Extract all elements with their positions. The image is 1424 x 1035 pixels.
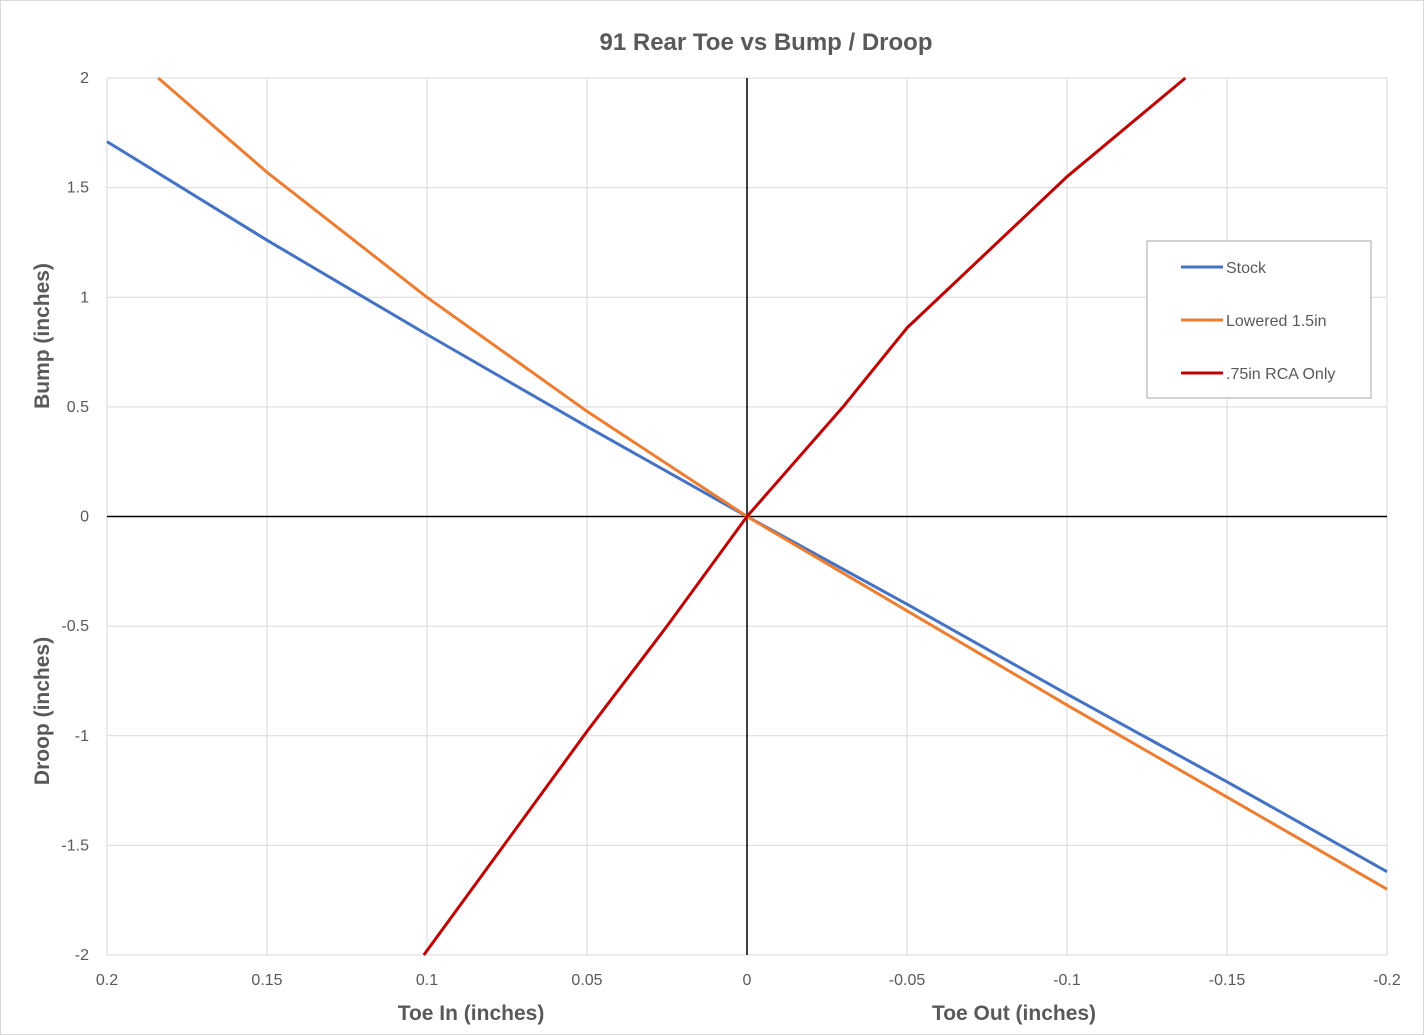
legend: Stock Lowered 1.5in .75in RCA Only <box>1146 240 1372 399</box>
y-axis-title-bottom: Droop (inches) <box>31 637 54 785</box>
x-tick-label: -0.2 <box>1373 972 1401 989</box>
x-tick-label: -0.15 <box>1209 972 1246 989</box>
x-axis-title-right: Toe Out (inches) <box>932 1002 1096 1025</box>
x-tick-label: 0.1 <box>416 972 438 989</box>
legend-label: Lowered 1.5in <box>1226 313 1327 330</box>
x-tick-label: -0.05 <box>889 972 926 989</box>
y-tick-label: 0 <box>80 509 89 526</box>
y-tick-label: -2 <box>75 947 89 964</box>
x-tick-label: 0.15 <box>251 972 282 989</box>
y-tick-label: 1 <box>80 289 89 306</box>
chart-title: 91 Rear Toe vs Bump / Droop <box>600 29 933 56</box>
y-tick-label: -1 <box>75 728 89 745</box>
series-line-3 <box>422 76 1187 956</box>
y-tick-label: -1.5 <box>61 837 89 854</box>
x-tick-label: -0.1 <box>1053 972 1081 989</box>
x-tick-labels: 0.2 0.15 0.1 0.05 0 -0.05 -0.1 -0.15 -0.2 <box>96 972 1401 989</box>
y-tick-label: 2 <box>80 70 89 87</box>
x-axis-title-left: Toe In (inches) <box>398 1002 545 1025</box>
legend-label: Stock <box>1226 260 1267 277</box>
x-tick-label: 0.2 <box>96 972 118 989</box>
legend-label: .75in RCA Only <box>1226 366 1335 383</box>
y-tick-label: 1.5 <box>67 180 89 197</box>
y-tick-label: -0.5 <box>61 618 89 635</box>
x-tick-label: 0.05 <box>571 972 602 989</box>
y-tick-labels: 2 1.5 1 0.5 0 -0.5 -1 -1.5 -2 <box>61 70 89 964</box>
y-axis-title-top: Bump (inches) <box>31 263 54 409</box>
x-tick-label: 0 <box>743 972 752 989</box>
series-lines <box>106 76 1388 956</box>
y-tick-label: 0.5 <box>67 399 89 416</box>
